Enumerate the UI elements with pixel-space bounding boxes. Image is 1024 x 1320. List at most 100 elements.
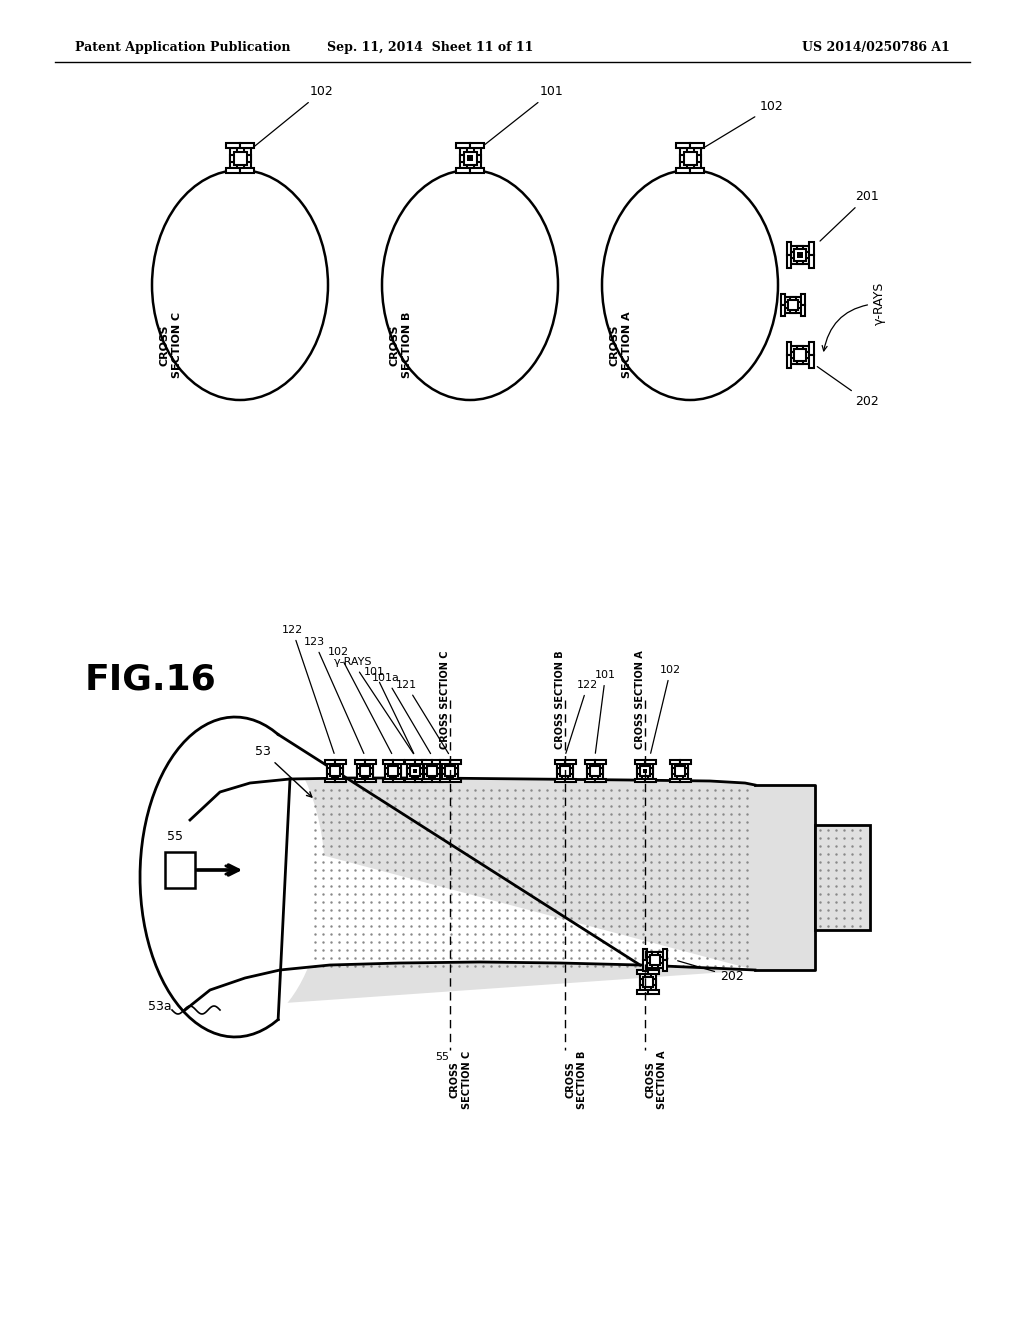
Bar [797, 246, 803, 264]
Bar [226, 143, 240, 148]
Bar [422, 779, 432, 783]
Text: 102: 102 [252, 84, 334, 148]
Bar [383, 779, 393, 783]
Bar [785, 308, 801, 313]
Bar [388, 766, 398, 776]
Bar [470, 143, 484, 148]
Text: 102: 102 [702, 100, 783, 149]
Text: 102: 102 [650, 665, 681, 754]
Bar [450, 760, 461, 763]
Text: 101: 101 [364, 667, 414, 754]
Bar [637, 768, 653, 774]
Bar [663, 949, 667, 960]
Bar [456, 168, 470, 173]
Bar [226, 168, 240, 173]
Bar [786, 255, 791, 268]
Bar [791, 246, 809, 252]
Bar [354, 760, 365, 763]
Bar [680, 779, 690, 783]
Text: FIG.16: FIG.16 [85, 663, 217, 697]
Bar [648, 990, 659, 994]
Bar [557, 763, 562, 779]
Bar [795, 249, 806, 261]
Bar [327, 763, 333, 779]
Bar [680, 148, 686, 168]
Bar [809, 355, 813, 367]
Bar [413, 768, 417, 774]
Text: CROSS
SECTION B: CROSS SECTION B [390, 312, 412, 379]
Bar [567, 763, 572, 779]
Text: 122: 122 [566, 680, 598, 754]
Text: 55: 55 [435, 1052, 449, 1063]
Text: CROSS
SECTION C: CROSS SECTION C [160, 312, 181, 378]
Bar [415, 779, 426, 783]
Bar [791, 358, 809, 364]
Text: Patent Application Publication: Patent Application Publication [75, 41, 291, 54]
Bar [643, 960, 647, 972]
Bar [432, 779, 442, 783]
Bar [240, 168, 254, 173]
Bar [797, 346, 803, 364]
Bar [795, 350, 806, 360]
Bar [663, 960, 667, 972]
Text: 201: 201 [820, 190, 879, 242]
Text: 101: 101 [595, 671, 616, 754]
Bar [473, 148, 480, 168]
Bar [424, 763, 429, 779]
Bar [418, 763, 423, 779]
Text: 102: 102 [328, 647, 392, 754]
Bar [557, 768, 572, 774]
Bar [809, 342, 813, 355]
Bar [676, 143, 690, 148]
Bar [439, 779, 450, 783]
Bar [590, 766, 600, 776]
Text: 53: 53 [255, 744, 312, 797]
Text: 53a: 53a [148, 1001, 172, 1012]
Bar [335, 779, 345, 783]
Bar [229, 148, 237, 168]
Bar [809, 243, 813, 255]
Bar [408, 768, 423, 774]
Text: 202: 202 [817, 367, 879, 408]
Bar [393, 760, 403, 763]
Text: Sep. 11, 2014  Sheet 11 of 11: Sep. 11, 2014 Sheet 11 of 11 [327, 41, 534, 54]
Bar [460, 148, 467, 168]
Bar [801, 305, 805, 317]
Bar [647, 952, 663, 957]
Text: CROSS
SECTION A: CROSS SECTION A [645, 1051, 667, 1109]
Text: CROSS SECTION C: CROSS SECTION C [440, 651, 450, 750]
Bar [357, 763, 362, 779]
Bar [360, 766, 370, 776]
Bar [393, 779, 403, 783]
Bar [585, 760, 595, 763]
Bar [445, 766, 455, 776]
Text: US 2014/0250786 A1: US 2014/0250786 A1 [802, 41, 950, 54]
Bar [460, 154, 480, 161]
Bar [645, 779, 655, 783]
Bar [325, 779, 335, 783]
Bar [798, 252, 803, 257]
FancyBboxPatch shape [165, 851, 195, 888]
Bar [325, 760, 335, 763]
Bar [645, 760, 655, 763]
Bar [651, 974, 656, 990]
Text: γ-RAYS: γ-RAYS [334, 657, 414, 754]
Bar [693, 148, 700, 168]
Bar [652, 952, 657, 969]
Bar [786, 243, 791, 255]
Bar [801, 294, 805, 305]
Text: 101a: 101a [372, 673, 430, 754]
Text: 55: 55 [167, 830, 183, 843]
Polygon shape [185, 777, 815, 1010]
Bar [385, 763, 390, 779]
Bar [637, 970, 648, 974]
Bar [411, 766, 420, 776]
Bar [434, 763, 440, 779]
Bar [791, 297, 796, 313]
Bar [648, 970, 659, 974]
Bar [647, 763, 653, 779]
Bar [383, 760, 393, 763]
Bar [598, 763, 603, 779]
Bar [439, 760, 450, 763]
Bar [368, 763, 373, 779]
